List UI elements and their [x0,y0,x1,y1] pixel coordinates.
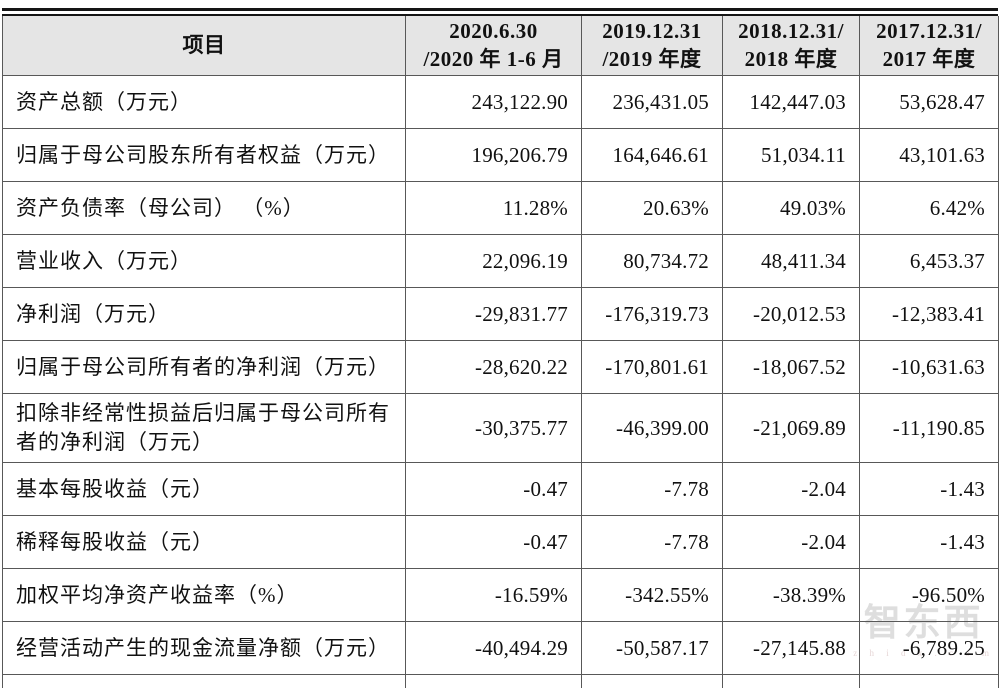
row-value: -96.50% [859,568,999,623]
row-value: -27,145.88 [722,621,860,676]
table-row: 归属于母公司所有者的净利润（万元） -28,620.22 -170,801.61… [2,340,999,395]
row-value: -21,069.89 [722,393,860,464]
row-value: -46,399.00 [581,393,723,464]
row-label: 经营活动产生的现金流量净额（万元） [2,621,406,676]
row-value: 11.28% [405,181,582,236]
row-value: 236,431.05 [581,75,723,130]
row-value: -38.39% [722,568,860,623]
row-value: 164,646.61 [581,128,723,183]
row-value: -2.04 [722,515,860,570]
row-value: 43,101.63 [859,128,999,183]
row-value: -10,631.63 [859,340,999,395]
row-label: 资产总额（万元） [2,75,406,130]
row-value: 48,411.34 [722,234,860,289]
row-value: -1.43 [859,462,999,517]
row-label: 现金分红（万元） [2,674,406,688]
row-value: -0.47 [405,462,582,517]
row-label: 稀释每股收益（元） [2,515,406,570]
row-value: -7.78 [581,462,723,517]
row-value: -170,801.61 [581,340,723,395]
row-value: -7.78 [581,515,723,570]
row-value: -342.55% [581,568,723,623]
row-value: -29,831.77 [405,287,582,342]
row-value: 196,206.79 [405,128,582,183]
header-row: 项目 2020.6.30 /2020 年 1-6 月 2019.12.31 /2… [2,16,999,77]
row-value: 80,734.72 [581,234,723,289]
row-value: 243,122.90 [405,75,582,130]
row-value: -40,494.29 [405,621,582,676]
row-value: -0.47 [405,515,582,570]
table-row: 资产负债率（母公司） （%） 11.28% 20.63% 49.03% 6.42… [2,181,999,236]
row-value: -6,789.25 [859,621,999,676]
table-row: 基本每股收益（元） -0.47 -7.78 -2.04 -1.43 [2,462,999,517]
table-row: 经营活动产生的现金流量净额（万元） -40,494.29 -50,587.17 … [2,621,999,676]
table-row: 营业收入（万元） 22,096.19 80,734.72 48,411.34 6… [2,234,999,289]
table-row: 稀释每股收益（元） -0.47 -7.78 -2.04 -1.43 [2,515,999,570]
table-row: 归属于母公司股东所有者权益（万元） 196,206.79 164,646.61 … [2,128,999,183]
row-value: 6.42% [859,181,999,236]
row-value: 142,447.03 [722,75,860,130]
row-value: - [581,674,723,688]
table-row: 净利润（万元） -29,831.77 -176,319.73 -20,012.5… [2,287,999,342]
row-value: - [405,674,582,688]
row-value: -16.59% [405,568,582,623]
row-value: 6,453.37 [859,234,999,289]
row-value: -18,067.52 [722,340,860,395]
row-value: 53,628.47 [859,75,999,130]
table-top-double-rule [2,8,998,16]
table-row: 资产总额（万元） 243,122.90 236,431.05 142,447.0… [2,75,999,130]
table-row: 扣除非经常性损益后归属于母公司所有者的净利润（万元） -30,375.77 -4… [2,393,999,464]
row-value: -1.43 [859,515,999,570]
row-value: -30,375.77 [405,393,582,464]
row-label: 加权平均净资产收益率（%） [2,568,406,623]
row-value: -28,620.22 [405,340,582,395]
row-value: -2.04 [722,462,860,517]
header-period-2019: 2019.12.31 /2019 年度 [581,16,723,77]
row-label: 归属于母公司所有者的净利润（万元） [2,340,406,395]
row-value: 49.03% [722,181,860,236]
row-label: 扣除非经常性损益后归属于母公司所有者的净利润（万元） [2,393,406,464]
header-item-column: 项目 [2,16,406,77]
row-value: -20,012.53 [722,287,860,342]
row-value: 20.63% [581,181,723,236]
table-row: 现金分红（万元） - - - - [2,674,999,688]
row-value: - [859,674,999,688]
header-period-2017: 2017.12.31/ 2017 年度 [859,16,999,77]
header-period-2020h1: 2020.6.30 /2020 年 1-6 月 [405,16,582,77]
row-value: -12,383.41 [859,287,999,342]
table-wrapper: 项目 2020.6.30 /2020 年 1-6 月 2019.12.31 /2… [2,8,999,688]
header-period-2018: 2018.12.31/ 2018 年度 [722,16,860,77]
row-value: 51,034.11 [722,128,860,183]
row-value: - [722,674,860,688]
row-label: 归属于母公司股东所有者权益（万元） [2,128,406,183]
table-row: 加权平均净资产收益率（%） -16.59% -342.55% -38.39% -… [2,568,999,623]
row-label: 营业收入（万元） [2,234,406,289]
row-value: -11,190.85 [859,393,999,464]
row-value: -50,587.17 [581,621,723,676]
row-value: 22,096.19 [405,234,582,289]
row-label: 净利润（万元） [2,287,406,342]
row-label: 资产负债率（母公司） （%） [2,181,406,236]
row-value: -176,319.73 [581,287,723,342]
row-label: 基本每股收益（元） [2,462,406,517]
financial-summary-table: 项目 2020.6.30 /2020 年 1-6 月 2019.12.31 /2… [2,16,999,688]
